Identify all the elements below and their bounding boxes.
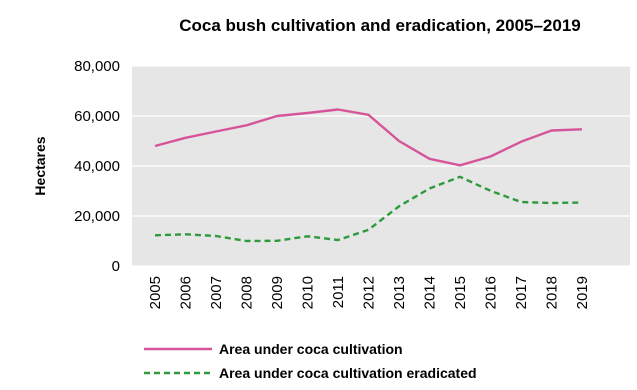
x-tick-label: 2016 <box>483 276 500 309</box>
series-line-2 <box>154 175 583 243</box>
x-tick-label: 2009 <box>269 276 286 309</box>
x-axis-ticks: 2005 2006 2007 2008 2009 2010 2011 2012 2013 2014… <box>147 276 591 309</box>
y-tick-label: 80,000 <box>74 58 120 75</box>
x-tick-label: 2005 <box>147 276 164 309</box>
y-tick-label: 60,000 <box>74 108 120 125</box>
legend-label-2: Area under coca cultivation eradicated <box>219 365 477 381</box>
x-tick-label: 2017 <box>513 276 530 309</box>
series-line-1 <box>154 108 583 167</box>
legend: Area under coca cultivation Area under co… <box>144 341 477 381</box>
chart-title: Coca bush cultivation and eradication, 2… <box>179 16 581 35</box>
series-lines <box>154 108 583 243</box>
y-tick-label: 20,000 <box>74 208 120 225</box>
x-tick-label: 2013 <box>391 276 408 309</box>
x-tick-label: 2007 <box>208 276 225 309</box>
gridlines <box>132 65 630 267</box>
x-tick-label: 2011 <box>330 276 347 308</box>
x-tick-label: 2015 <box>452 276 469 309</box>
y-axis-label: Hectares <box>32 136 48 195</box>
y-axis-ticks: 0 20,000 40,000 60,000 80,000 <box>74 58 120 275</box>
x-tick-label: 2018 <box>544 276 561 309</box>
x-tick-label: 2010 <box>300 276 317 309</box>
y-tick-label: 40,000 <box>74 158 120 175</box>
legend-label-1: Area under coca cultivation <box>219 341 403 357</box>
x-tick-label: 2008 <box>239 276 256 309</box>
x-tick-label: 2019 <box>574 276 591 309</box>
x-tick-label: 2014 <box>422 276 439 309</box>
x-tick-label: 2006 <box>178 276 195 309</box>
x-tick-label: 2012 <box>361 276 378 309</box>
y-tick-label: 0 <box>112 258 120 275</box>
